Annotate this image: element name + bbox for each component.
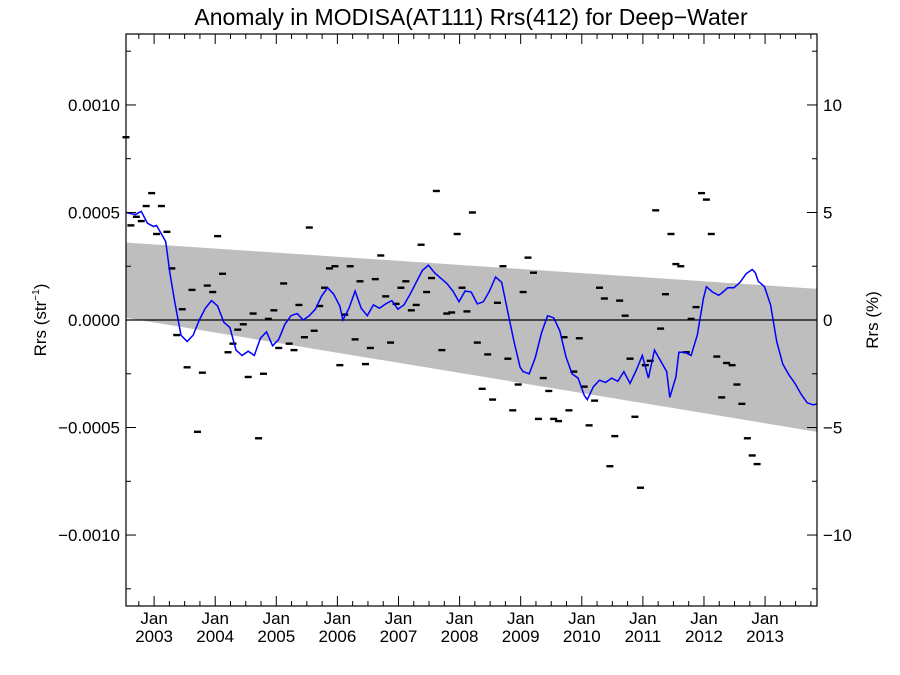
x-tick-label-year: 2007 — [380, 627, 418, 646]
x-tick-label-month: Jan — [629, 609, 656, 628]
x-tick-label-year: 2008 — [441, 627, 479, 646]
y-tick-label-right: −10 — [823, 526, 852, 545]
y-tick-label-left: 0.0010 — [68, 96, 120, 115]
x-tick-label-month: Jan — [324, 609, 351, 628]
y-tick-label-left: 0.0005 — [68, 203, 120, 222]
trend-band — [126, 242, 817, 432]
x-tick-label-year: 2012 — [685, 627, 723, 646]
chart-title: Anomaly in MODISA(AT111) Rrs(412) for De… — [194, 4, 748, 30]
x-tick-label-month: Jan — [446, 609, 473, 628]
x-tick-label-year: 2003 — [135, 627, 173, 646]
y-tick-label-right: 5 — [823, 203, 832, 222]
x-tick-label-year: 2011 — [625, 627, 662, 646]
y-tick-label-left: 0.0000 — [68, 311, 120, 330]
x-tick-label-month: Jan — [568, 609, 595, 628]
y-tick-label-left: −0.0005 — [58, 419, 120, 438]
series-line-smoothed — [126, 210, 817, 406]
x-tick-label-year: 2013 — [746, 627, 784, 646]
y-axis-label-left: Rrs (str−1) — [31, 284, 50, 357]
x-tick-label-month: Jan — [201, 609, 228, 628]
x-tick-label-month: Jan — [385, 609, 412, 628]
y-tick-label-right: 0 — [823, 311, 832, 330]
x-tick-label-month: Jan — [140, 609, 167, 628]
y-axis-label-left-sup: −1 — [31, 289, 42, 301]
x-tick-label-month: Jan — [507, 609, 534, 628]
x-tick-label-month: Jan — [263, 609, 290, 628]
x-tick-label-year: 2010 — [563, 627, 601, 646]
x-tick-label-year: 2006 — [318, 627, 356, 646]
y-axis-label-left-tail: ) — [31, 284, 50, 290]
y-tick-label-right: −5 — [823, 419, 842, 438]
y-tick-label-left: −0.0010 — [58, 526, 120, 545]
y-axis-label-left-base: Rrs (str — [31, 300, 50, 356]
x-tick-label-month: Jan — [751, 609, 778, 628]
x-tick-label-year: 2005 — [257, 627, 295, 646]
x-tick-label-year: 2009 — [502, 627, 540, 646]
y-tick-label-right: 10 — [823, 96, 842, 115]
x-tick-label-month: Jan — [690, 609, 717, 628]
x-tick-label-year: 2004 — [196, 627, 234, 646]
y-axis-label-right: Rrs (%) — [863, 291, 882, 349]
